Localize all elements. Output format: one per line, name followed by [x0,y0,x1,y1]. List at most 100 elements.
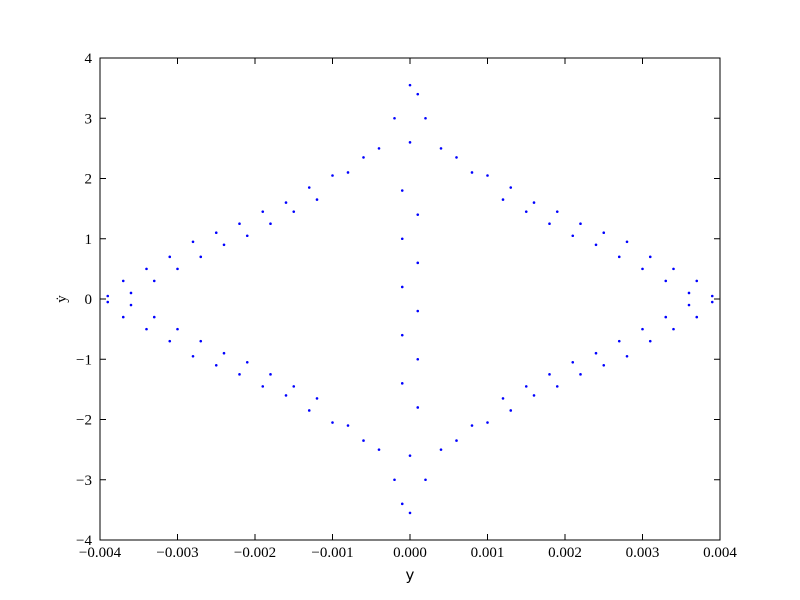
point [408,83,412,87]
point [315,397,319,400]
point [331,421,334,424]
point [362,156,365,159]
point [346,171,350,174]
point [687,291,691,295]
point [416,92,420,96]
point [687,303,691,307]
point [579,222,582,225]
point [424,116,427,120]
point [377,147,381,150]
y-tick-label: −1 [76,352,92,368]
point [672,267,675,271]
point [710,294,714,298]
x-tick-label: 0.002 [548,545,582,561]
x-tick-label: −0.002 [234,545,276,561]
point [121,315,125,319]
point [470,171,474,174]
point [439,147,443,150]
y-tick-label: 1 [85,232,93,248]
point [439,448,443,451]
point [168,255,172,259]
point [571,360,575,364]
point [214,363,218,367]
point [710,300,714,304]
point [625,354,629,358]
point [501,397,505,400]
point [269,373,272,376]
point [486,174,489,177]
point [617,255,621,259]
point [455,439,458,442]
point [555,385,559,388]
point [106,300,110,304]
point [524,210,528,213]
point [214,231,218,235]
point [191,354,195,358]
point [222,243,226,247]
point [238,222,241,225]
point [346,424,350,427]
point [331,174,334,177]
point [106,294,110,298]
point [625,240,629,244]
x-axis-label: y [406,566,415,584]
point [400,237,404,241]
point [284,394,288,397]
point [579,373,582,376]
point [641,327,644,331]
point [501,198,505,201]
point [400,333,404,337]
y-tick-label: 4 [85,51,93,67]
point [548,222,551,225]
point [548,373,551,376]
point [121,279,125,283]
x-tick-label: 0.004 [703,545,737,561]
point [307,186,311,189]
point [524,385,528,388]
point [416,261,420,265]
point [292,385,296,388]
point [145,267,148,271]
point [261,385,265,388]
x-tick-label: 0.003 [626,545,660,561]
point [424,478,427,482]
point [393,478,396,482]
x-tick-label: −0.001 [311,545,353,561]
point [176,327,179,331]
point [129,291,133,295]
y-tick-label: −4 [76,533,92,549]
point [284,201,288,204]
point [307,409,311,412]
point [408,454,412,457]
point [509,186,513,189]
point [400,382,404,385]
point [152,279,156,283]
point [199,339,203,343]
y-tick-label: 3 [85,111,93,127]
point [222,351,226,355]
point [594,243,598,247]
point [602,363,606,367]
point [486,421,489,424]
point [641,267,644,271]
point [617,339,621,343]
x-tick-label: 0.000 [393,545,427,561]
point [245,360,249,364]
point [455,156,458,159]
point [400,189,404,192]
point [664,279,668,283]
point [315,198,319,201]
point [191,240,195,244]
point [408,141,412,144]
point [672,327,675,331]
point [176,267,179,271]
point [362,439,365,442]
y-tick-label: −2 [76,413,92,429]
point [145,327,148,331]
point [238,373,241,376]
point [261,210,265,213]
y-tick-label: 0 [85,292,93,308]
point [532,201,536,204]
